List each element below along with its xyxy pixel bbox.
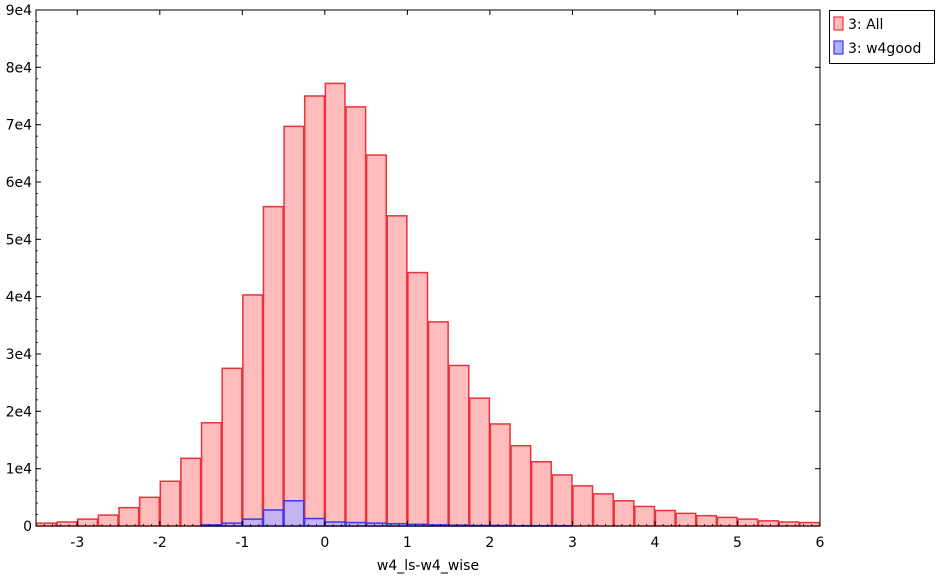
bar-w4good-14 xyxy=(324,521,346,527)
legend: 3: All 3: w4good xyxy=(829,10,935,64)
y-tick-label: 7e4 xyxy=(6,118,33,134)
bar-all-28 xyxy=(613,500,635,527)
bar-all-22 xyxy=(489,423,511,527)
bar-w4good-13 xyxy=(303,517,326,527)
bar-all-6 xyxy=(159,480,181,527)
legend-label-all: 3: All xyxy=(848,17,883,33)
y-tick-label: 8e4 xyxy=(6,60,33,76)
bar-all-31 xyxy=(675,512,697,527)
x-tick-label: 6 xyxy=(816,535,825,551)
legend-label-w4good: 3: w4good xyxy=(848,41,921,57)
bar-all-11 xyxy=(262,205,284,527)
x-tick-label: 1 xyxy=(403,535,412,551)
bar-all-14 xyxy=(324,82,346,527)
bar-all-17 xyxy=(386,215,408,527)
bar-all-4 xyxy=(118,506,140,527)
y-tick-label: 2e4 xyxy=(6,404,33,420)
y-tick-label: 3e4 xyxy=(6,347,33,363)
bar-all-34 xyxy=(737,518,759,527)
y-tick-label: 0 xyxy=(23,519,32,535)
y-tick-label: 5e4 xyxy=(6,232,33,248)
x-tick-label: 4 xyxy=(650,535,659,551)
legend-swatch-w4good xyxy=(833,40,844,55)
bar-all-18 xyxy=(407,271,429,527)
bar-all-9 xyxy=(221,367,243,527)
bar-all-10 xyxy=(242,294,264,527)
x-axis-label: w4_ls-w4_wise xyxy=(377,558,479,574)
bar-all-30 xyxy=(654,509,676,527)
bar-all-26 xyxy=(572,485,594,527)
x-tick-label: -3 xyxy=(70,535,84,551)
bar-all-3 xyxy=(97,514,119,527)
bar-all-19 xyxy=(427,321,449,527)
bar-all-8 xyxy=(200,422,222,527)
bar-all-35 xyxy=(757,520,779,527)
bar-all-36 xyxy=(778,521,800,527)
x-tick-label: 5 xyxy=(733,535,742,551)
bar-all-24 xyxy=(530,461,553,527)
bar-all-29 xyxy=(634,505,656,527)
bar-all-25 xyxy=(551,474,573,527)
bar-all-13 xyxy=(303,95,326,527)
x-tick-label: 3 xyxy=(568,535,577,551)
bar-all-1 xyxy=(56,521,78,527)
bar-all-21 xyxy=(469,397,491,527)
bar-w4good-15 xyxy=(345,521,367,527)
x-tick-label: 0 xyxy=(320,535,329,551)
bar-all-16 xyxy=(365,154,387,527)
bar-all-15 xyxy=(345,106,367,527)
x-tick-label: -2 xyxy=(153,535,167,551)
plot-frame xyxy=(35,9,821,527)
y-tick-label: 4e4 xyxy=(6,290,33,306)
x-tick-label: -1 xyxy=(235,535,249,551)
bar-all-32 xyxy=(695,514,718,527)
series-all-bars xyxy=(35,82,821,527)
y-tick-label: 1e4 xyxy=(6,462,33,478)
bar-all-5 xyxy=(138,496,161,527)
bar-all-12 xyxy=(283,125,305,527)
y-tick-label: 9e4 xyxy=(6,3,33,19)
bar-all-23 xyxy=(510,444,532,527)
bar-w4good-12 xyxy=(283,500,305,527)
y-axis: 0 1e4 2e4 3e4 4e4 5e4 6e4 7e4 8e4 9e4 xyxy=(6,3,820,535)
bar-all-2 xyxy=(77,518,99,527)
x-axis: -3 -2 -1 0 1 2 3 4 5 6 xyxy=(35,10,825,551)
bar-all-33 xyxy=(716,516,738,527)
bar-all-27 xyxy=(592,493,614,527)
bar-all-37 xyxy=(799,521,821,527)
legend-swatch-all xyxy=(833,16,844,31)
y-tick-label: 6e4 xyxy=(6,175,33,191)
legend-box xyxy=(829,10,935,64)
bar-w4good-11 xyxy=(262,509,284,527)
bar-w4good-10 xyxy=(242,518,264,527)
bar-all-20 xyxy=(448,364,470,527)
bar-all-7 xyxy=(180,457,202,527)
x-tick-label: 2 xyxy=(485,535,494,551)
